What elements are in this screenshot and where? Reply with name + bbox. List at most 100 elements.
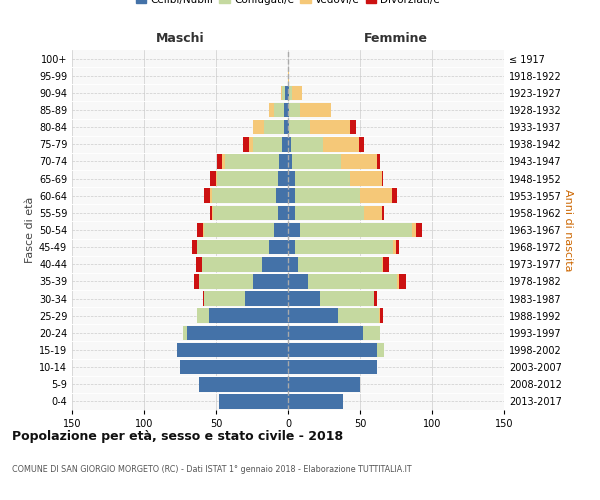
Bar [299,222,412,238]
Bar [274,222,288,238]
Bar [205,188,210,203]
Bar [289,102,299,118]
Bar [212,206,213,220]
Bar [282,86,285,100]
Bar [288,308,338,323]
Bar [363,326,380,340]
Bar [397,274,399,288]
Bar [288,120,289,134]
Bar [253,120,263,134]
Bar [197,222,203,238]
Bar [210,206,212,220]
Bar [292,86,302,100]
Bar [205,222,274,238]
Bar [277,188,288,203]
Bar [295,188,360,203]
Bar [382,172,383,186]
Bar [288,292,320,306]
Bar [364,206,382,220]
Bar [288,102,289,118]
Bar [222,154,224,168]
Bar [350,172,382,186]
Bar [212,188,277,203]
Bar [262,257,288,272]
Bar [393,240,396,254]
Bar [288,274,308,288]
Bar [338,308,379,323]
Bar [183,326,187,340]
Bar [284,102,288,118]
Bar [216,172,217,186]
Bar [210,172,216,186]
Bar [288,206,295,220]
Y-axis label: Anni di nascita: Anni di nascita [563,188,573,271]
Bar [379,308,380,323]
Bar [289,120,310,134]
Bar [308,274,397,288]
Bar [187,326,288,340]
Text: Maschi: Maschi [155,32,205,45]
Bar [209,308,288,323]
Bar [217,172,278,186]
Bar [281,86,282,100]
Bar [224,154,280,168]
Bar [383,257,389,272]
Bar [320,292,374,306]
Bar [288,342,377,357]
Bar [377,342,385,357]
Bar [282,137,288,152]
Bar [203,222,205,238]
Bar [288,326,363,340]
Bar [253,137,282,152]
Bar [196,257,202,272]
Bar [199,377,288,392]
Bar [288,360,377,374]
Bar [180,360,288,374]
Bar [274,102,284,118]
Bar [253,274,288,288]
Bar [295,172,350,186]
Bar [284,120,288,134]
Text: COMUNE DI SAN GIORGIO MORGETO (RC) - Dati ISTAT 1° gennaio 2018 - Elaborazione T: COMUNE DI SAN GIORGIO MORGETO (RC) - Dat… [12,465,412,474]
Bar [249,137,253,152]
Bar [288,257,298,272]
Bar [412,222,416,238]
Bar [217,154,222,168]
Bar [288,394,343,408]
Bar [244,137,249,152]
Bar [288,222,299,238]
Bar [278,172,288,186]
Bar [288,172,295,186]
Bar [197,240,269,254]
Text: Femmine: Femmine [364,32,428,45]
Bar [202,257,262,272]
Bar [213,206,278,220]
Bar [288,188,295,203]
Bar [377,154,380,168]
Bar [210,188,212,203]
Bar [288,68,289,83]
Bar [291,137,323,152]
Bar [399,274,406,288]
Bar [359,137,364,152]
Bar [288,240,295,254]
Bar [295,240,393,254]
Bar [292,154,341,168]
Bar [323,137,359,152]
Y-axis label: Fasce di età: Fasce di età [25,197,35,263]
Bar [382,206,385,220]
Bar [278,206,288,220]
Bar [245,292,288,306]
Bar [299,102,331,118]
Bar [269,240,288,254]
Bar [288,86,289,100]
Bar [289,86,292,100]
Bar [392,188,397,203]
Bar [380,308,383,323]
Bar [382,257,383,272]
Bar [310,120,350,134]
Bar [416,222,422,238]
Bar [280,154,288,168]
Bar [288,377,360,392]
Bar [396,240,399,254]
